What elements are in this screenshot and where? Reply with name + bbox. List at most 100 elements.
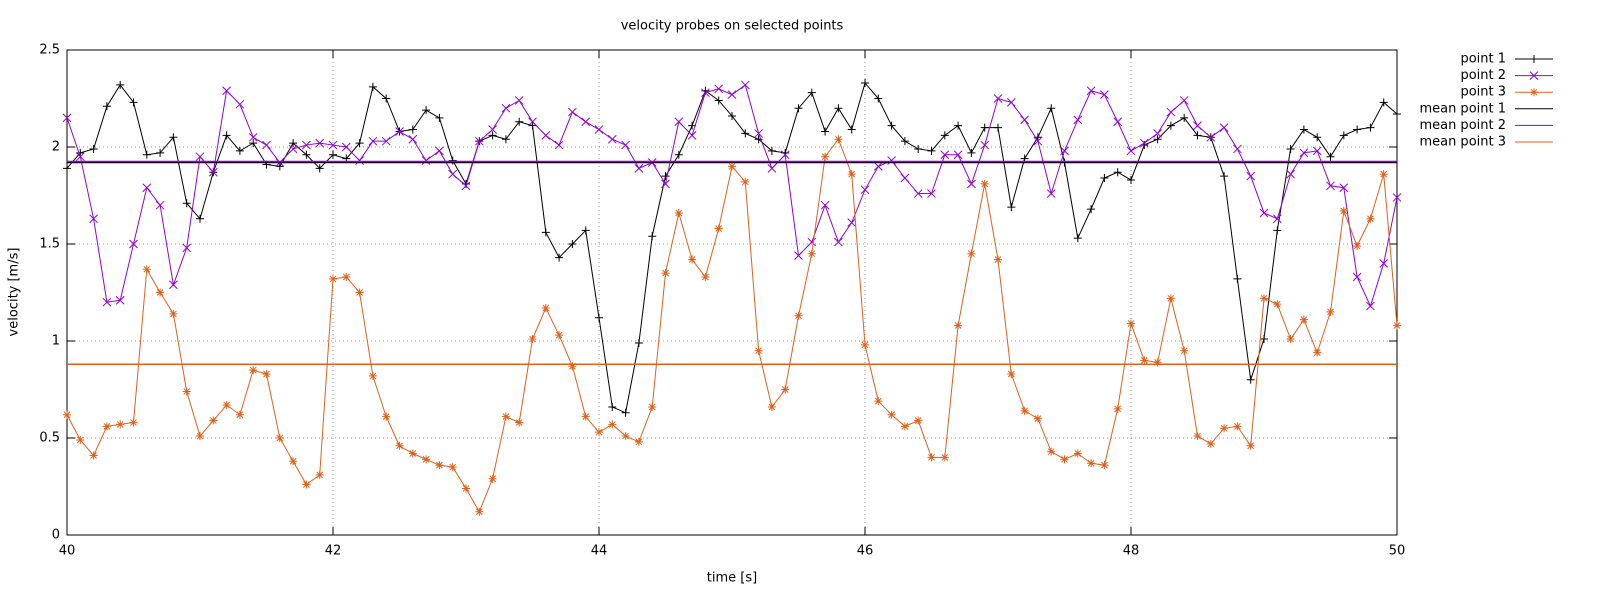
x-tick-label: 50 <box>1389 544 1406 559</box>
data-point <box>1233 422 1242 431</box>
data-point <box>887 410 896 419</box>
data-point <box>408 125 417 134</box>
data-point <box>1299 148 1309 158</box>
data-point <box>1273 300 1282 309</box>
data-point <box>1326 152 1335 161</box>
data-point <box>807 249 816 258</box>
data-point <box>954 321 963 330</box>
data-point <box>249 366 258 375</box>
data-point <box>1392 193 1402 202</box>
data-point <box>475 507 484 516</box>
data-point <box>794 311 803 320</box>
data-point <box>89 144 98 153</box>
data-point <box>461 181 471 191</box>
data-point <box>555 253 564 262</box>
data-point <box>129 418 138 427</box>
data-point <box>1033 136 1043 146</box>
data-point <box>914 144 923 153</box>
data-point <box>767 163 777 173</box>
data-point <box>581 412 590 421</box>
data-point <box>687 131 697 140</box>
data-point <box>728 111 736 120</box>
data-point <box>541 228 550 237</box>
data-point <box>435 113 444 122</box>
data-point <box>1073 115 1083 125</box>
data-point <box>980 140 990 150</box>
data-point <box>435 146 444 156</box>
data-point <box>834 135 843 144</box>
data-point <box>874 94 883 103</box>
data-point <box>488 125 497 134</box>
data-point <box>1312 146 1322 156</box>
data-point <box>302 150 311 159</box>
data-point <box>1339 131 1348 140</box>
data-point <box>422 106 431 115</box>
data-point <box>554 140 564 150</box>
data-point <box>116 420 125 429</box>
data-point <box>1086 86 1096 96</box>
data-point <box>129 239 138 249</box>
data-point <box>342 272 351 281</box>
data-point <box>714 224 723 233</box>
data-point <box>1007 203 1016 212</box>
data-point <box>1233 274 1242 283</box>
data-point <box>860 185 870 195</box>
x-tick-label: 46 <box>857 544 874 559</box>
data-point <box>1179 96 1189 105</box>
data-point <box>169 133 178 142</box>
data-point <box>262 369 271 378</box>
data-point <box>1353 241 1362 250</box>
data-point <box>328 140 338 150</box>
data-point <box>142 183 152 193</box>
data-point <box>315 138 325 148</box>
data-point <box>435 461 444 470</box>
data-point <box>368 136 378 146</box>
data-point <box>1206 439 1215 448</box>
data-point <box>1007 369 1016 378</box>
data-point <box>967 179 976 189</box>
data-point <box>1313 348 1322 357</box>
data-point <box>528 335 537 344</box>
data-point <box>514 96 524 105</box>
data-point <box>1299 315 1308 324</box>
legend-marker <box>1530 88 1538 97</box>
data-point <box>1139 138 1149 148</box>
data-point <box>994 123 1002 132</box>
data-point <box>235 99 245 109</box>
data-point <box>634 437 643 446</box>
data-point <box>355 139 364 148</box>
data-point <box>1020 115 1029 125</box>
data-point <box>515 418 524 427</box>
data-point <box>861 78 869 87</box>
data-point <box>621 432 630 441</box>
data-point <box>1020 406 1029 415</box>
data-point <box>368 371 377 380</box>
data-point <box>355 288 364 297</box>
data-point <box>169 309 178 318</box>
data-point <box>754 129 763 138</box>
data-point <box>1073 234 1082 243</box>
data-point <box>994 255 1002 264</box>
data-point <box>1166 121 1175 130</box>
data-point <box>873 162 883 171</box>
legend-label: mean point 1 <box>1419 101 1506 116</box>
data-point <box>382 94 391 103</box>
chart-title: velocity probes on selected points <box>621 19 844 34</box>
data-point <box>608 402 617 411</box>
data-point <box>1273 226 1282 235</box>
data-point <box>422 455 431 464</box>
data-point <box>116 80 125 89</box>
data-point <box>1166 107 1176 117</box>
data-point <box>834 104 843 113</box>
data-point <box>821 152 830 161</box>
data-point <box>581 117 591 127</box>
data-point <box>914 416 923 425</box>
data-point <box>767 146 776 155</box>
data-point <box>1352 272 1362 282</box>
data-point <box>182 387 191 396</box>
data-point <box>209 416 218 425</box>
data-point <box>595 428 603 437</box>
data-point <box>195 152 205 162</box>
